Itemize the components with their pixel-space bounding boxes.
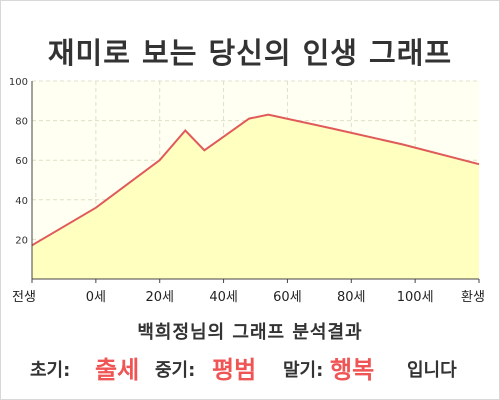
y-tick-labels: 20 40 60 80 100 [9, 77, 28, 246]
mid-label: 중기: [155, 360, 196, 381]
y-tick-label: 100 [9, 77, 28, 88]
x-tick-label: 80세 [337, 290, 366, 305]
mid-value: 평범 [212, 356, 257, 384]
x-tick-label: 20세 [145, 290, 174, 305]
x-tick-label: 60세 [273, 290, 302, 305]
x-tick-label: 전생 [12, 290, 36, 305]
early-value: 출세 [95, 356, 140, 384]
y-tick-label: 60 [15, 156, 28, 167]
x-tick-label: 100세 [397, 290, 434, 305]
early-label: 초기: [30, 360, 71, 381]
life-area-fill [32, 114, 479, 279]
x-tick-label: 환생 [461, 290, 485, 305]
area-layer [31, 113, 480, 279]
life-line [31, 113, 480, 247]
axis-layer [31, 81, 480, 283]
page-title: 재미로 보는 당신의 인생 그래프 [47, 36, 453, 70]
late-label: 말기: [283, 360, 324, 381]
y-tick-label: 20 [15, 235, 28, 246]
analysis-result: 초기: 출세 중기: 평범 말기: 행복 입니다 [0, 346, 500, 386]
x-tick-label: 40세 [209, 290, 238, 305]
analysis-subtitle: 백희정님의 그래프 분석결과 [137, 322, 363, 343]
x-tick-label: 0세 [86, 290, 106, 305]
late-value: 행복 [330, 356, 375, 384]
result-ending: 입니다 [407, 360, 457, 381]
y-tick-label: 40 [15, 196, 28, 207]
x-tick-labels: 전생 0세 20세 40세 60세 80세 100세 환생 [12, 290, 485, 305]
y-tick-label: 80 [15, 117, 28, 128]
